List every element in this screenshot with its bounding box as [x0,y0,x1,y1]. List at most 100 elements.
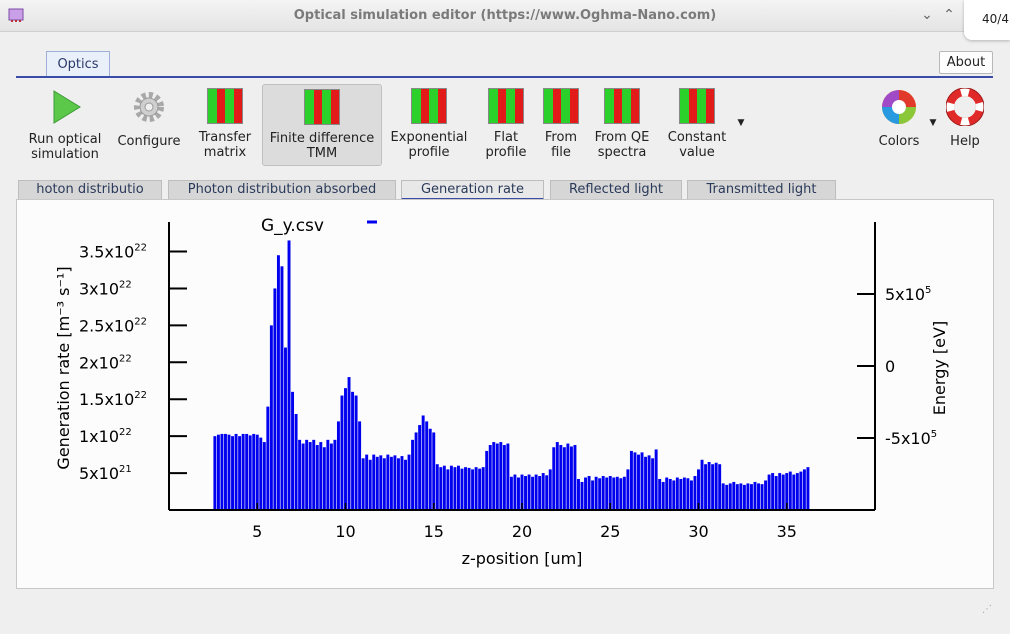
tab-generation-rate[interactable]: Generation rate [401,180,544,200]
bar-27 [308,442,312,510]
bar-19 [280,266,284,510]
bar-105 [584,477,588,510]
play-icon [53,90,81,124]
x-axis-label: z-position [um] [462,549,583,568]
bar-32 [326,439,330,510]
bar-119 [633,452,637,510]
bar-73 [471,469,475,510]
bar-58 [418,425,422,510]
x-tick-label: 10 [335,522,355,541]
run-optical-simulation-button[interactable]: Run optical simulation [22,84,108,166]
bar-165 [795,473,799,510]
bar-144 [721,483,725,510]
bar-83 [506,443,510,510]
maximize-icon[interactable]: ⌃ [943,7,955,23]
bar-57 [414,432,418,510]
bar-20 [284,347,287,510]
about-button[interactable]: About [939,51,993,74]
help-button[interactable]: Help [940,84,990,166]
y-left-ticks: 5x1021 1x1022 1.5x1022 2x1022 2.5x1022 3x1022… [79,243,187,483]
bar-151 [746,483,750,510]
tab-reflected-light[interactable]: Reflected light [550,180,682,200]
bar-141 [711,464,715,510]
bar-113 [612,477,616,510]
transfer-matrix-button[interactable]: Transfer matrix [192,84,258,166]
bar-50 [389,456,393,510]
bar-1 [216,434,220,510]
bar-46 [375,456,379,510]
bar-103 [577,478,580,510]
colors-button[interactable]: Colors [870,84,928,166]
bar-106 [587,476,591,510]
bar-70 [460,468,464,510]
bar-28 [312,439,316,510]
from-file-icon [543,88,579,124]
bar-118 [629,450,633,510]
bar-94 [545,475,549,510]
bar-124 [651,458,655,510]
tab-photon-distribution[interactable]: hoton distributio [18,180,162,200]
bar-115 [619,478,623,510]
tab-optics[interactable]: Optics [46,51,110,77]
bar-120 [637,454,640,510]
x-tick-label: 5 [252,522,262,541]
bar-25 [301,443,305,510]
bar-116 [622,476,626,510]
bar-157 [767,474,771,510]
resize-grip[interactable]: ⋰ [982,604,992,615]
page-counter: 40/4 [964,0,1010,40]
bar-66 [446,469,450,510]
bar-166 [799,471,803,510]
x-tick-label: 25 [600,522,620,541]
bar-148 [735,484,739,510]
bar-155 [760,484,764,510]
from-qe-spectra-button[interactable]: From QE spectra [590,84,654,166]
bar-5 [231,436,235,510]
more-tools-dropdown[interactable]: ▼ [737,118,745,128]
bar-4 [227,434,231,510]
bar-137 [697,469,700,510]
bar-81 [499,442,503,510]
bar-107 [591,480,595,510]
bar-11 [252,433,256,510]
bar-16 [269,325,273,510]
bar-102 [573,445,577,510]
exponential-profile-button[interactable]: Exponential profile [388,84,470,166]
bar-85 [513,474,517,510]
bar-143 [718,464,722,510]
bar-2 [220,433,224,510]
bar-52 [396,458,400,510]
y-tick-label: 2x1022 [79,353,132,372]
minimize-icon[interactable]: ⌄ [921,7,933,23]
bar-39 [351,391,355,510]
bar-162 [785,473,789,510]
x-tick-label: 15 [424,522,444,541]
constant-value-button[interactable]: Constant value [662,84,732,166]
tab-photon-distribution-absorbed[interactable]: Photon distribution absorbed [168,180,396,200]
finite-difference-tmm-button[interactable]: Finite difference TMM [262,84,382,166]
y-tick-label: -5x105 [885,429,937,448]
y-tick-label: 1.5x1022 [79,390,147,409]
from-file-button[interactable]: From file [538,84,584,166]
bar-90 [531,476,535,510]
tab-transmitted-light[interactable]: Transmitted light [687,180,836,200]
bar-12 [255,434,259,510]
flat-profile-button[interactable]: Flat profile [480,84,532,166]
finite-difference-icon [304,89,340,125]
colors-dropdown[interactable]: ▼ [929,118,937,128]
bar-56 [411,439,415,510]
legend-label: G_y.csv [261,216,324,236]
bar-152 [749,484,753,510]
bar-140 [707,462,711,510]
transfer-matrix-icon [207,88,243,124]
bar-164 [792,474,796,510]
bar-68 [453,467,457,510]
y-tick-label: 2.5x1022 [79,316,147,335]
generation-rate-chart[interactable]: 5 10 15 20 25 30 35 5x1021 1x1022 1.5x1022 2x1022… [17,200,993,588]
bar-112 [608,476,612,510]
y-tick-label: 0 [885,357,895,376]
configure-button[interactable]: Configure [114,84,184,166]
bar-101 [569,446,573,510]
bar-0 [213,436,217,510]
bar-69 [456,465,460,510]
